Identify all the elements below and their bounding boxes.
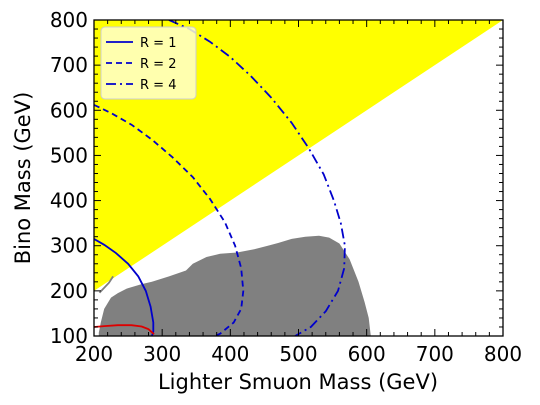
x-axis-label: Lighter Smuon Mass (GeV) [158,370,438,394]
x-tick-label: 300 [143,342,181,366]
x-tick-label: 200 [75,342,113,366]
series-line-r4 [168,20,346,336]
x-tick-label: 800 [484,342,522,366]
y-tick-label: 700 [50,53,88,77]
tick-labels-layer: 200 300 400 500 600 700 8001002003004005006007… [50,8,522,366]
y-tick-label: 200 [50,279,88,303]
x-tick-label: 700 [416,342,454,366]
y-tick-label: 100 [50,324,88,348]
legend-label: R = 1 [140,36,176,51]
series-line-r1 [94,238,155,336]
y-tick-label: 300 [50,234,88,258]
y-tick-label: 800 [50,8,88,32]
x-tick-label: 400 [211,342,249,366]
legend-label: R = 2 [140,57,176,72]
x-tick-label: 600 [348,342,386,366]
legend-label: R = 4 [140,78,176,93]
series-line-4 [98,275,114,294]
y-tick-label: 500 [50,143,88,167]
plot-frame [93,19,504,337]
legend-box [100,26,197,100]
legend: R = 1 R = 2 R = 4 [100,26,197,100]
y-tick-label: 600 [50,98,88,122]
series-layer [94,20,346,336]
y-tick-label: 400 [50,189,88,213]
region-excluded-gray [98,235,371,336]
y-axis-label: Bino Mass (GeV) [11,92,35,265]
series-line-r2 [94,104,245,336]
series-line-3 [94,324,155,335]
x-tick-label: 500 [279,342,317,366]
